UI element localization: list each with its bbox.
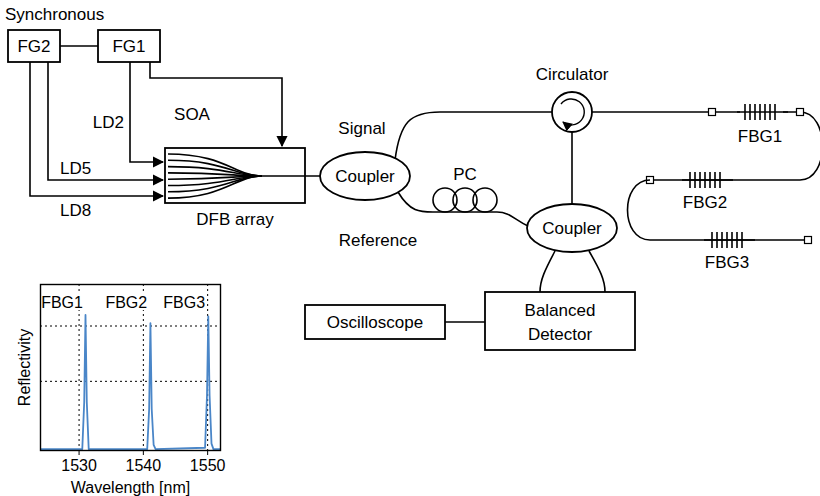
svg-text:Synchronous: Synchronous xyxy=(5,5,104,24)
svg-text:Coupler: Coupler xyxy=(542,219,602,238)
svg-text:Circulator: Circulator xyxy=(536,65,609,84)
svg-text:FBG1: FBG1 xyxy=(738,127,782,146)
svg-text:FG1: FG1 xyxy=(112,37,145,56)
svg-text:Balanced: Balanced xyxy=(525,301,596,320)
svg-text:Signal: Signal xyxy=(338,119,385,138)
svg-text:PC: PC xyxy=(453,165,477,184)
svg-text:Detector: Detector xyxy=(528,325,593,344)
svg-text:1540: 1540 xyxy=(126,457,162,474)
svg-text:FBG2: FBG2 xyxy=(105,294,147,311)
svg-text:FBG3: FBG3 xyxy=(705,253,749,272)
svg-text:Reference: Reference xyxy=(339,231,417,250)
svg-text:DFB array: DFB array xyxy=(196,210,274,229)
svg-text:FBG3: FBG3 xyxy=(163,294,205,311)
svg-text:LD2: LD2 xyxy=(93,113,124,132)
svg-text:Coupler: Coupler xyxy=(335,167,395,186)
svg-text:Wavelength [nm]: Wavelength [nm] xyxy=(71,479,190,496)
svg-text:LD5: LD5 xyxy=(60,159,91,178)
svg-text:LD8: LD8 xyxy=(60,201,91,220)
svg-text:FBG1: FBG1 xyxy=(41,294,83,311)
svg-text:SOA: SOA xyxy=(174,105,211,124)
svg-text:1550: 1550 xyxy=(190,457,226,474)
svg-text:1530: 1530 xyxy=(61,457,97,474)
svg-text:FG2: FG2 xyxy=(17,37,50,56)
svg-text:Oscilloscope: Oscilloscope xyxy=(327,313,423,332)
svg-text:FBG2: FBG2 xyxy=(683,193,727,212)
svg-text:Reflectivity: Reflectivity xyxy=(16,329,33,406)
